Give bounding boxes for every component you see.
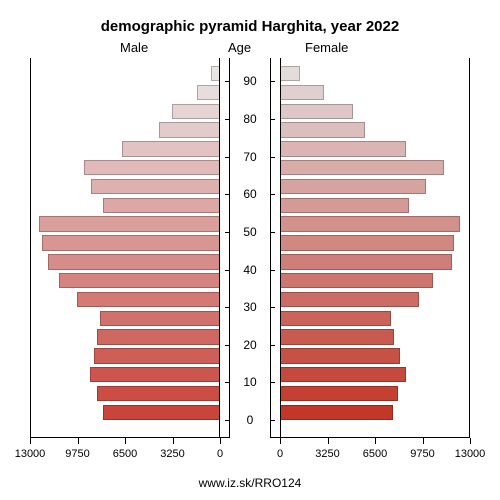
age-tick-mark [225,232,230,233]
x-tick-label: 13000 [15,448,46,460]
x-tick-mark [280,438,281,444]
age-tick-mark [225,307,230,308]
pyramid-container: demographic pyramid Harghita, year 2022 … [0,0,500,500]
age-tick-mark [225,194,230,195]
x-tick-label: 13000 [455,448,486,460]
age-tick-mark [270,194,275,195]
x-tick-mark [30,438,31,444]
x-tick-mark [423,438,424,444]
age-tick-mark [270,420,275,421]
right-axis-box [280,58,470,438]
x-tick-label: 9750 [65,448,89,460]
left-axis-box [30,58,220,438]
age-tick-mark [225,270,230,271]
age-tick-mark [270,307,275,308]
age-tick-mark [270,81,275,82]
age-tick-mark [270,270,275,271]
age-tick-mark [225,81,230,82]
x-tick-mark [220,438,221,444]
x-tick-mark [328,438,329,444]
x-tick-label: 6500 [363,448,387,460]
x-tick-label: 3250 [160,448,184,460]
age-tick-mark [225,345,230,346]
chart-title: demographic pyramid Harghita, year 2022 [0,18,500,35]
age-tick-mark [270,157,275,158]
x-tick-label: 0 [217,448,223,460]
x-tick-mark [125,438,126,444]
age-tick-mark [270,382,275,383]
x-tick-label: 0 [277,448,283,460]
age-tick-mark [270,345,275,346]
female-label: Female [305,40,348,55]
age-tick-mark [270,119,275,120]
age-tick-mark [225,157,230,158]
age-tick-mark [225,382,230,383]
x-tick-label: 3250 [315,448,339,460]
x-tick-mark [173,438,174,444]
chart-area: 0102030405060708090 13000975065003250003… [30,58,470,438]
male-label: Male [120,40,148,55]
age-tick-mark [225,420,230,421]
age-tick-mark [270,232,275,233]
x-tick-label: 9750 [410,448,434,460]
x-tick-mark [78,438,79,444]
age-tick-mark [225,119,230,120]
age-label-header: Age [228,40,251,55]
footer-source: www.iz.sk/RRO124 [0,476,500,490]
x-tick-mark [375,438,376,444]
x-tick-label: 6500 [113,448,137,460]
x-tick-mark [470,438,471,444]
